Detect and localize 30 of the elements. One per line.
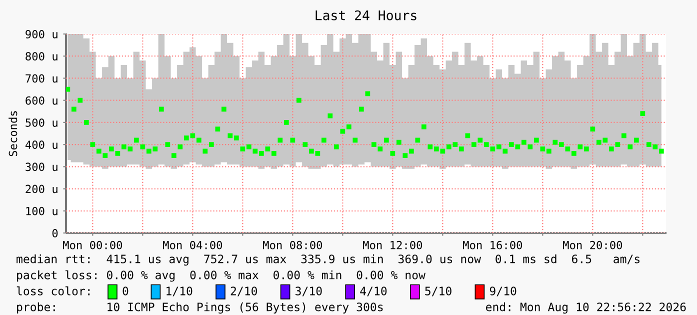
text: probe: 10 ICMP Echo Pings (56 Bytes) every 300s — [17, 302, 383, 314]
text: median rtt: 415.1 us avg 752.7 us max 335.9 us min 369.0 us now 0.1 ms sd 6.5 am/s — [16, 254, 640, 266]
x-tick-label: Mon 04:00 — [163, 240, 222, 250]
legend-label: 1/10 — [166, 286, 192, 296]
x-tick-label: Mon 16:00 — [463, 240, 522, 250]
y-tick-label: 800 u — [26, 52, 58, 61]
legend-title: loss color: — [16, 286, 90, 296]
x-tick-label: Mon 20:00 — [563, 240, 622, 250]
chart-title: Last 24 Hours — [316, 10, 416, 20]
x-tick-label: Mon 08:00 — [263, 240, 322, 250]
y-tick-label: 100 u — [26, 206, 58, 216]
legend-label: 3/10 — [296, 286, 322, 296]
y-tick-label: 200 u — [26, 184, 58, 194]
legend-label: 5/10 — [425, 286, 452, 296]
y-tick-label: 700 u — [26, 74, 58, 83]
legend-label: 2/10 — [230, 286, 258, 296]
y-tick-label: 0 — [52, 229, 58, 238]
y-tick-label: 400 u — [25, 140, 58, 149]
legend-label: 4/10 — [360, 286, 387, 296]
y-tick-label: 900 u — [26, 30, 58, 38]
text: end: Mon Aug 10 22:56:22 2026 — [486, 302, 686, 314]
y-tick-label: 300 u — [26, 162, 58, 172]
y-tick-label: 600 u — [26, 96, 58, 105]
y-axis-title: Seconds — [8, 111, 18, 156]
x-tick-label: Mon 00:00 — [63, 240, 122, 250]
x-tick-label: Mon 12:00 — [363, 240, 422, 250]
y-tick-label: 500 u — [26, 118, 58, 127]
legend-label: 9/10 — [490, 286, 516, 296]
legend-label: 0 — [122, 286, 128, 296]
text: packet loss: 0.00 % avg 0.00 % max 0.00 % min 0.00 % now — [17, 270, 426, 282]
